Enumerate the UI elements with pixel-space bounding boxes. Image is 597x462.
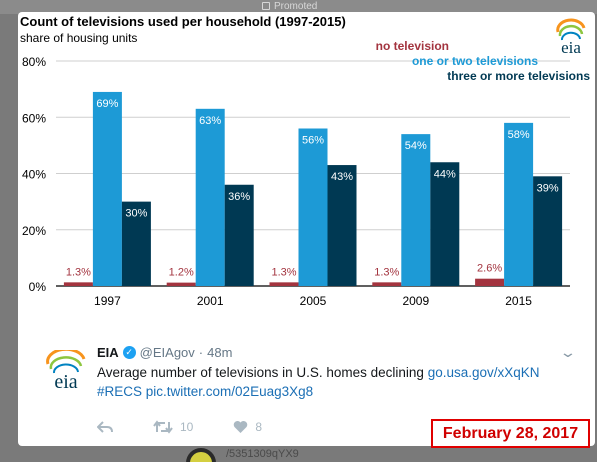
legend-entry: one or two televisions (412, 54, 538, 68)
author-name[interactable]: EIA (97, 345, 119, 360)
data-label: 63% (199, 115, 221, 127)
bar (430, 162, 460, 286)
bar (401, 134, 431, 286)
retweet-button[interactable]: 10 (153, 420, 193, 434)
tweet-link-2[interactable]: pic.twitter.com/02Euag3Xg8 (145, 384, 314, 399)
tweet-card[interactable]: Count of televisions used per household … (18, 12, 595, 446)
bar (504, 122, 534, 286)
bar (327, 165, 357, 286)
svg-text:eia: eia (54, 371, 77, 390)
bar (475, 278, 505, 286)
chart-title: Count of televisions used per household … (20, 14, 346, 29)
data-label: 1.3% (66, 266, 91, 278)
bar (372, 282, 402, 286)
data-label: 1.3% (271, 266, 296, 278)
data-label: 43% (331, 171, 353, 183)
bar (195, 108, 225, 286)
chart-subtitle: share of housing units (20, 31, 137, 45)
data-label: 58% (508, 129, 530, 141)
data-label: 56% (302, 135, 324, 147)
data-label: 1.3% (374, 266, 399, 278)
bars (63, 91, 563, 286)
promoted-indicator: Promoted (262, 0, 317, 12)
tv-chart[interactable]: Count of televisions used per household … (18, 12, 595, 324)
svg-text:eia: eia (561, 38, 581, 57)
tweet-hashtag[interactable]: #RECS (97, 384, 143, 399)
data-label: 44% (434, 168, 456, 180)
bar (63, 282, 93, 286)
tweet: eia EIA ✓ @EIAgov · 48m ⌄ Average number… (18, 330, 595, 446)
promoted-label: Promoted (274, 0, 318, 12)
bar (166, 282, 196, 286)
data-labels: 1.3% 69% 30% 1.2% 63% 36% 1.3% 56% 43% 1.3% 54% 44%… (66, 98, 559, 279)
like-count: 8 (255, 420, 263, 434)
eia-logo: eia (556, 18, 586, 57)
tweet-actions: 10 8 (97, 420, 302, 434)
legend-entry: no television (376, 39, 449, 53)
data-label: 2.6% (477, 263, 502, 275)
data-label: 30% (125, 208, 147, 220)
y-tick-label: 80% (22, 55, 46, 69)
x-tick-label: 2001 (197, 294, 224, 308)
next-tweet-text[interactable]: /5351309qYX9 (226, 448, 299, 460)
promoted-icon (262, 2, 270, 10)
eia-avatar-logo[interactable]: eia (40, 350, 90, 390)
y-tick-label: 0% (29, 280, 47, 294)
tweet-text-main: Average number of televisions in U.S. ho… (97, 365, 428, 380)
bar (224, 184, 254, 286)
y-tick-label: 60% (22, 111, 46, 125)
reply-icon (97, 421, 113, 433)
chevron-down-icon[interactable]: ⌄ (559, 344, 577, 360)
x-tick-label: 2005 (300, 294, 327, 308)
bar (298, 128, 328, 286)
heart-icon (234, 421, 248, 433)
bar (533, 176, 563, 286)
legend-entry: three or more televisions (447, 69, 590, 83)
retweet-count: 10 (180, 420, 194, 434)
data-label: 36% (228, 191, 250, 203)
tweet-time[interactable]: 48m (207, 345, 233, 360)
bar (92, 91, 122, 286)
next-tweet-avatar[interactable] (186, 448, 216, 462)
x-tick-label: 2015 (505, 294, 532, 308)
reply-button[interactable] (97, 420, 113, 434)
data-label: 69% (96, 98, 118, 110)
date-badge: February 28, 2017 (431, 419, 590, 448)
y-tick-label: 40% (22, 168, 46, 182)
tweet-author[interactable]: EIA ✓ @EIAgov · 48m (97, 345, 232, 360)
author-handle[interactable]: @EIAgov (139, 345, 195, 360)
bar (121, 201, 151, 286)
y-tick-label: 20% (22, 224, 46, 238)
x-axis: 1997 2001 2005 2009 2015 (94, 294, 532, 308)
bar (269, 282, 299, 286)
background-strip (0, 0, 597, 14)
separator-dot: · (198, 345, 204, 360)
data-label: 54% (405, 140, 427, 152)
data-label: 1.2% (169, 267, 194, 279)
tweet-text: Average number of televisions in U.S. ho… (97, 363, 577, 401)
tweet-link-1[interactable]: go.usa.gov/xXqKN (427, 365, 540, 380)
data-label: 39% (537, 182, 559, 194)
like-button[interactable]: 8 (233, 420, 262, 434)
verified-icon: ✓ (122, 346, 136, 359)
x-tick-label: 2009 (402, 294, 429, 308)
x-tick-label: 1997 (94, 294, 121, 308)
retweet-icon (153, 420, 173, 434)
